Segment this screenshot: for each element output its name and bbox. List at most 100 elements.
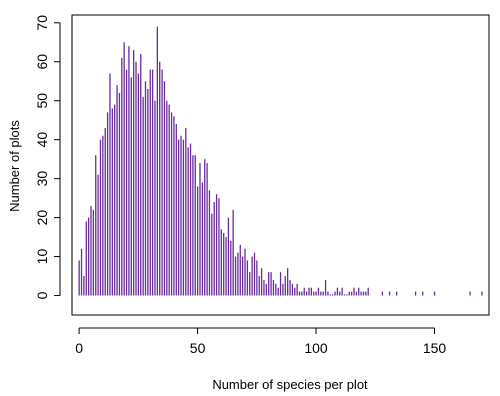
histogram-bar — [258, 276, 260, 296]
histogram-bar — [83, 276, 85, 296]
histogram-bar — [365, 291, 367, 296]
histogram-bar — [303, 287, 305, 296]
histogram-bar — [102, 135, 104, 296]
histogram-bar — [348, 291, 350, 296]
histogram-bar — [253, 252, 256, 296]
histogram-bar — [230, 240, 232, 296]
histogram-bar — [367, 287, 369, 296]
y-tick-label: 30 — [34, 171, 50, 187]
x-axis: 0 50 100 150 — [75, 327, 447, 356]
histogram-bar — [189, 143, 192, 296]
plot-frame — [71, 14, 490, 316]
histogram-bar — [275, 283, 277, 296]
histogram-bar — [334, 291, 336, 296]
histogram-bar — [355, 291, 358, 296]
histogram-bar — [114, 104, 116, 296]
bar-series — [78, 26, 483, 296]
histogram-bar — [360, 291, 362, 296]
histogram-bar — [469, 291, 471, 296]
histogram-bar — [263, 279, 265, 296]
histogram-bar — [201, 182, 204, 296]
histogram-bar — [159, 61, 161, 296]
histogram-bar — [144, 81, 147, 296]
histogram-bar — [315, 291, 317, 296]
histogram-bar — [175, 124, 177, 296]
histogram-bar — [277, 287, 279, 296]
histogram-bar — [343, 294, 346, 296]
histogram-bar — [109, 73, 111, 296]
histogram-bar — [353, 287, 355, 296]
histogram-bar — [92, 209, 95, 296]
histogram-bar — [324, 279, 327, 296]
y-tick-label: 40 — [34, 132, 50, 148]
x-tick-label: 50 — [190, 340, 206, 356]
histogram-bar — [305, 291, 308, 296]
histogram-bar — [137, 73, 140, 296]
histogram-bar — [414, 291, 417, 296]
histogram-bar — [308, 287, 310, 296]
histogram-bar — [95, 155, 97, 296]
histogram-bar — [208, 190, 211, 296]
x-tick-label: 0 — [75, 340, 83, 356]
histogram-bar — [265, 283, 267, 296]
histogram-bar — [170, 112, 173, 296]
histogram-bar — [90, 205, 92, 296]
histogram-bar — [256, 260, 258, 296]
histogram-bar — [194, 155, 196, 296]
histogram-bar — [178, 139, 180, 296]
histogram-bar — [206, 163, 208, 296]
histogram-bar — [220, 229, 222, 296]
histogram-bar — [225, 237, 227, 296]
histogram-bar — [192, 155, 194, 296]
histogram-bar — [87, 217, 90, 296]
histogram-bar — [341, 287, 343, 296]
histogram-bar — [199, 163, 201, 296]
x-tick-label: 150 — [423, 340, 447, 356]
histogram-bar — [260, 268, 263, 296]
histogram-bar — [149, 69, 151, 296]
histogram-bar — [187, 147, 189, 296]
histogram-bar — [396, 291, 398, 296]
histogram-bar — [128, 46, 130, 296]
histogram-bar — [237, 252, 239, 296]
x-axis-title: Number of species per plot — [212, 377, 368, 392]
histogram-bar — [161, 69, 163, 296]
histogram-bar — [182, 139, 185, 296]
histogram-bar — [123, 42, 125, 296]
histogram-bar — [322, 291, 324, 296]
histogram-bar — [111, 108, 113, 296]
histogram-bar — [327, 291, 329, 296]
histogram-bar — [118, 92, 121, 296]
histogram-bar — [227, 217, 230, 296]
histogram-bar — [246, 260, 249, 296]
histogram-bar — [163, 81, 166, 296]
histogram-bar — [80, 248, 83, 296]
histogram-bar — [185, 127, 187, 296]
y-axis-title: Number of plots — [7, 120, 22, 212]
histogram-bar — [433, 291, 436, 296]
histogram-bar — [329, 294, 331, 296]
histogram-bar — [317, 287, 320, 296]
histogram-bar — [204, 159, 206, 296]
histogram-bar — [362, 291, 365, 296]
histogram-bar — [234, 256, 237, 296]
histogram-bar — [287, 268, 289, 296]
histogram-bar — [213, 202, 215, 296]
histogram-bar — [85, 221, 87, 296]
histogram-bar — [121, 57, 123, 296]
histogram-bar — [310, 287, 312, 296]
histogram-bar — [116, 85, 118, 296]
histogram-bar — [218, 198, 220, 296]
histogram-bar — [332, 294, 334, 296]
x-tick-label: 100 — [304, 340, 328, 356]
histogram-bar — [180, 135, 182, 296]
y-tick-label: 50 — [34, 93, 50, 109]
histogram-bar — [215, 194, 218, 296]
histogram-bar — [279, 272, 282, 296]
histogram-bar — [358, 287, 360, 296]
histogram-bar — [298, 291, 301, 296]
histogram-bar — [320, 291, 322, 296]
histogram-bar — [346, 294, 348, 296]
histogram-bar — [168, 104, 170, 296]
